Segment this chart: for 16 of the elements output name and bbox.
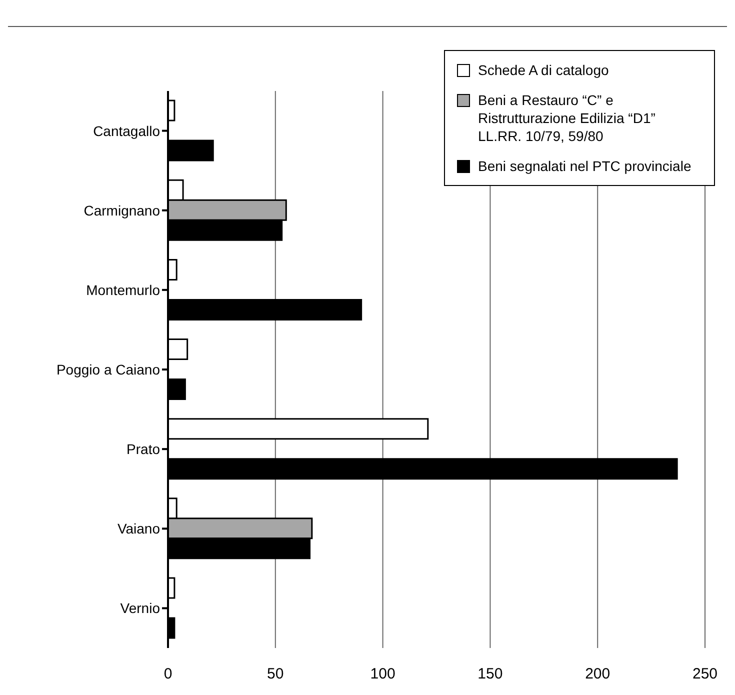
y-tick-label: Vaiano <box>117 520 160 537</box>
x-tick-label: 100 <box>370 666 396 683</box>
x-tick-label: 200 <box>585 666 610 683</box>
y-tick-label: Poggio a Caiano <box>56 361 160 378</box>
y-tick-label: Cantagallo <box>93 122 160 139</box>
y-tick-label: Carmignano <box>84 202 160 218</box>
x-tick-label: 250 <box>692 666 718 683</box>
y-tick-label: Montemurlo <box>86 282 160 298</box>
y-tick-label: Vernio <box>120 600 160 616</box>
legend-label: Beni segnalati nel PTC provinciale <box>478 157 692 175</box>
x-tick-label: 150 <box>478 666 503 683</box>
legend-label: Schede A di catalogo <box>478 61 609 79</box>
x-tick-label: 50 <box>267 666 284 683</box>
y-tick-label: Prato <box>126 441 160 458</box>
legend-label: Beni a Restauro “C” e Ristrutturazione Edilizia “D1” LL.RR. 10/79, 59/80 <box>478 91 656 145</box>
x-tick-label: 0 <box>164 666 172 683</box>
